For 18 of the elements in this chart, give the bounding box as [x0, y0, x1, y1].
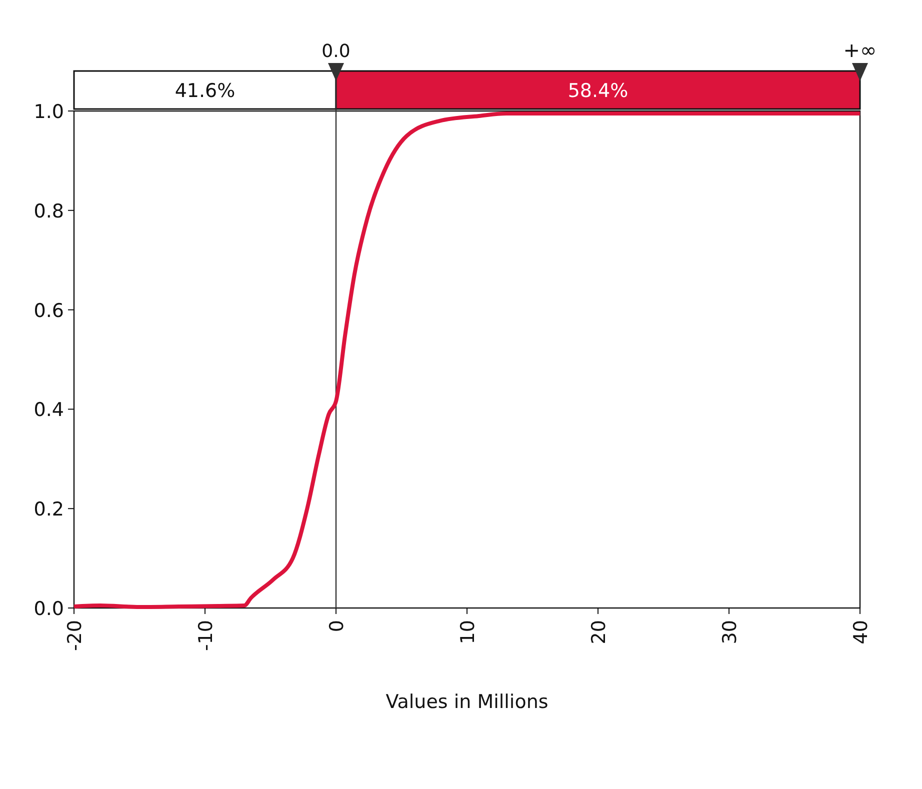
- y-tick-label: 0.0: [34, 598, 64, 620]
- x-tick-label: -10: [195, 620, 217, 652]
- x-tick-label: 30: [719, 620, 741, 644]
- y-tick-label: 1.0: [34, 101, 64, 123]
- ref-line-label: 0.0: [322, 41, 350, 62]
- y-tick-label: 0.2: [34, 498, 64, 521]
- x-tick-label: 20: [588, 620, 610, 644]
- text: +∞: [843, 38, 877, 62]
- text: 58.4%: [568, 80, 628, 102]
- text: 41.6%: [174, 80, 236, 102]
- x-tick-label: 10: [457, 620, 479, 644]
- y-tick-label: 0.8: [34, 200, 64, 222]
- x-tick-label: 0: [326, 620, 348, 632]
- x-tick-label: 40: [850, 620, 872, 644]
- y-tick-label: 0.6: [34, 300, 64, 322]
- x-axis-title: Values in Millions: [386, 691, 548, 713]
- y-tick-label: 0.4: [34, 399, 64, 422]
- x-tick-label: -20: [64, 620, 86, 652]
